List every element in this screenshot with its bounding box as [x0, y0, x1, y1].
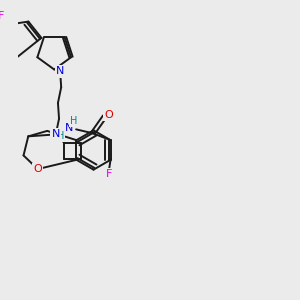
Text: N: N: [56, 67, 64, 76]
Text: O: O: [33, 164, 42, 174]
Text: H: H: [57, 131, 64, 141]
Text: N: N: [65, 123, 73, 133]
Text: N: N: [52, 129, 60, 140]
Text: H: H: [70, 116, 77, 126]
Text: O: O: [104, 110, 113, 120]
Text: F: F: [106, 169, 112, 179]
Text: F: F: [0, 11, 4, 21]
